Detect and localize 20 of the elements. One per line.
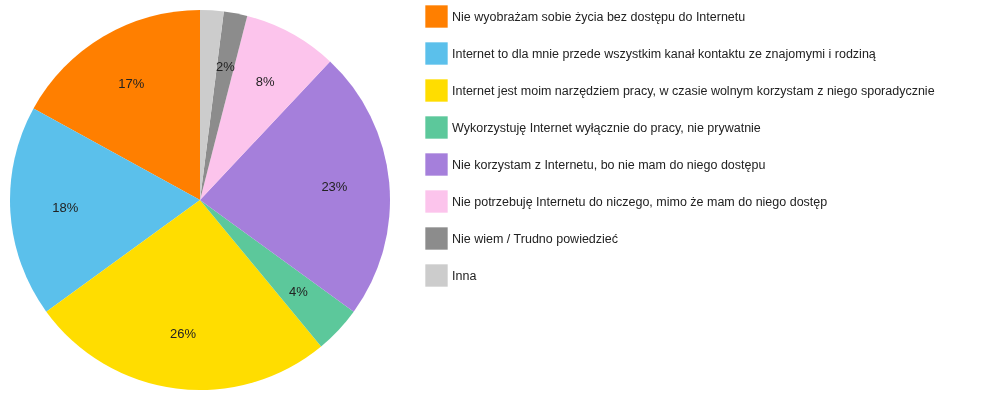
data-label: 4%	[289, 284, 309, 300]
legend-label: Nie potrzebuję Internetu do niczego, mimo że mam do niego dostęp	[452, 194, 828, 209]
legend-label: Wykorzystuję Internet wyłącznie do pracy, nie prywatnie	[452, 120, 761, 135]
legend-label: Internet to dla mnie przede wszystkim kanał kontaktu ze znajomymi i rodziną	[452, 46, 876, 61]
legend-label: Nie wyobrażam sobie życia bez dostępu do Internetu	[452, 9, 746, 24]
pie-slice	[200, 11, 248, 200]
data-label: 26%	[170, 325, 197, 341]
data-label: 23%	[321, 179, 348, 195]
data-label: 8%	[255, 73, 275, 89]
pie-slice	[46, 200, 322, 390]
legend-label: Internet jest moim narzędziem pracy, w czasie wolnym korzystam z niego sporadycznie	[452, 83, 935, 98]
pie-slice	[200, 61, 390, 312]
legend-label: Inna	[452, 268, 477, 283]
data-label: 17%	[118, 75, 145, 91]
pie-slice	[10, 108, 200, 312]
pie-slice	[33, 10, 200, 200]
data-label: 18%	[52, 200, 79, 216]
legend-label: Nie korzystam z Internetu, bo nie mam do niego dostępu	[452, 157, 766, 172]
legend-label: Nie wiem / Trudno powiedzieć	[452, 231, 619, 246]
pie-slice	[200, 200, 354, 347]
